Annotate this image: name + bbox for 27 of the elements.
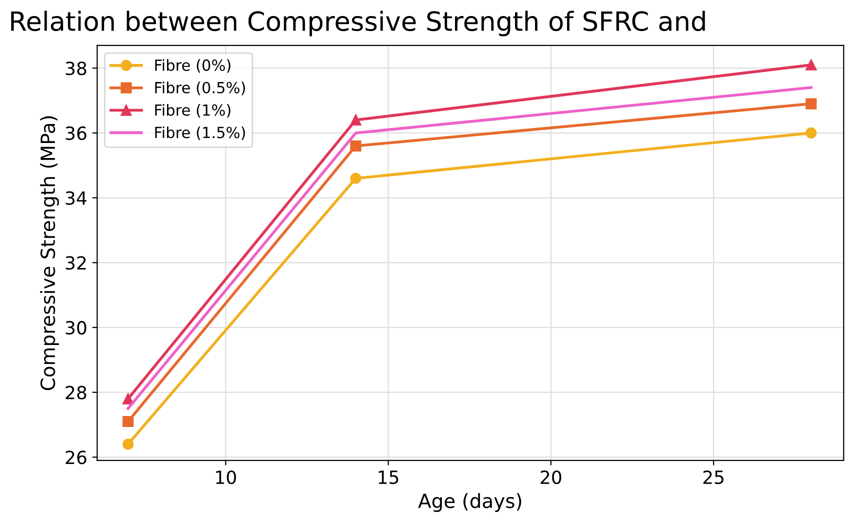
point bbox=[350, 172, 362, 184]
legend-label: Fibre (0%) bbox=[155, 59, 230, 73]
x-tick-label: 25 bbox=[703, 470, 724, 484]
y-tick-label: 34 bbox=[66, 191, 86, 205]
y-tick-label: 28 bbox=[66, 386, 86, 400]
y-tick-label: 26 bbox=[66, 450, 86, 464]
point bbox=[806, 127, 817, 139]
point bbox=[350, 114, 362, 126]
point bbox=[350, 140, 362, 152]
y-tick-label: 32 bbox=[66, 256, 86, 270]
legend-label: Fibre (1%) bbox=[155, 104, 230, 118]
x-tick-label: 10 bbox=[216, 470, 236, 484]
x-tick-label: 15 bbox=[378, 470, 398, 484]
point bbox=[122, 438, 134, 450]
x-tick-label: 20 bbox=[540, 470, 562, 484]
x-axis-title: Age (days) bbox=[418, 493, 522, 512]
point bbox=[806, 59, 817, 70]
y-axis-title: Compressive Strength (MPa) bbox=[40, 116, 59, 390]
legend-label: Fibre (0.5%) bbox=[155, 82, 245, 96]
point bbox=[806, 98, 817, 110]
point bbox=[122, 416, 134, 428]
point bbox=[122, 393, 134, 404]
y-tick-label: 36 bbox=[66, 126, 86, 140]
y-tick-label: 30 bbox=[66, 320, 86, 335]
chart-title: Relation between Compressive Strength of SFRC and bbox=[11, 10, 705, 36]
legend-label: Fibre (1.5%) bbox=[155, 126, 245, 140]
y-tick-label: 38 bbox=[66, 62, 86, 76]
